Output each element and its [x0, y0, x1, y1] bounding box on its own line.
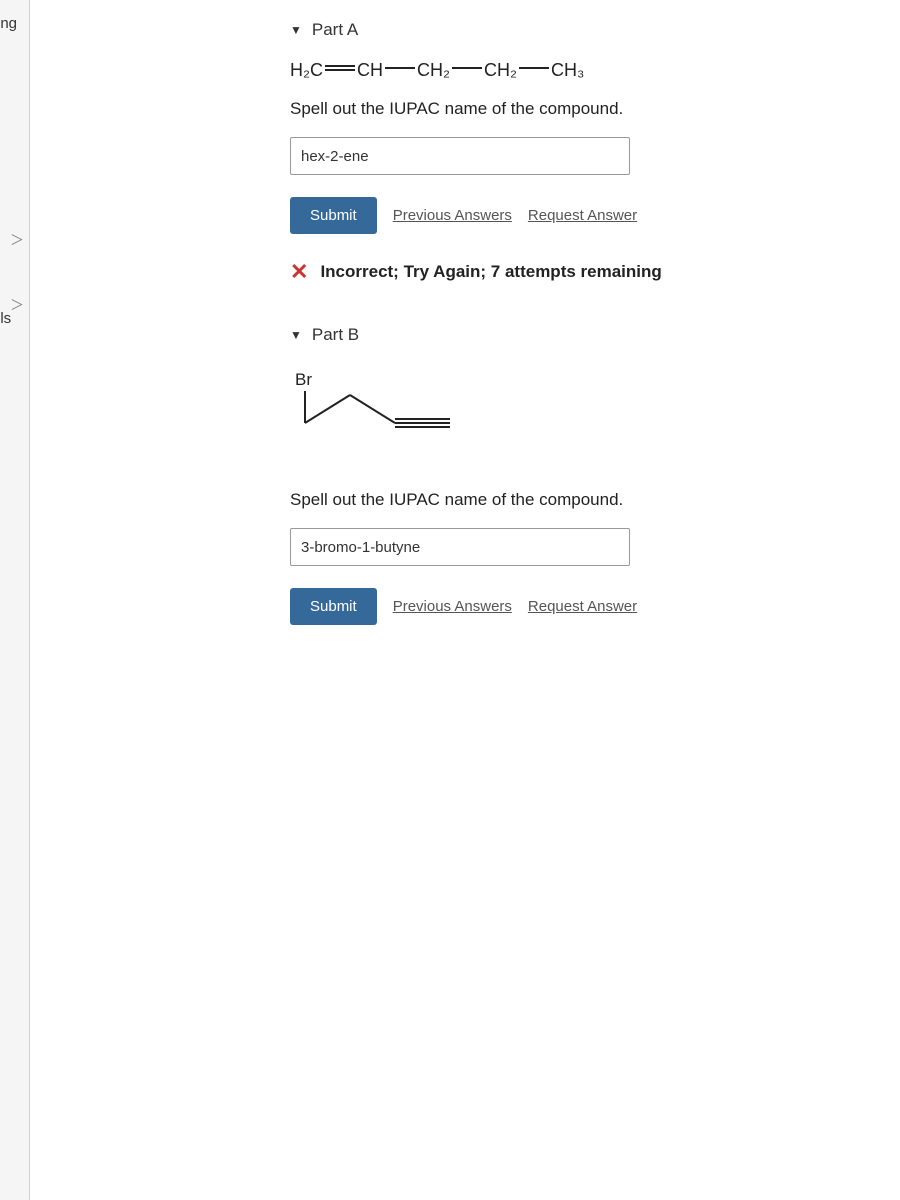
part-a-header[interactable]: ▼ Part A: [290, 20, 870, 40]
part-b-structure: Br: [295, 365, 870, 475]
sidebar-fragment: ring ＞ ＞ ols: [0, 0, 30, 1200]
formula-ch: CH: [357, 60, 383, 80]
part-a-previous-answers-link[interactable]: Previous Answers: [393, 207, 512, 224]
collapse-triangle-icon: ▼: [290, 328, 302, 342]
incorrect-x-icon: ✕: [290, 259, 308, 285]
br-label: Br: [295, 370, 312, 389]
single-bond-icon: [452, 67, 482, 69]
part-a-feedback-text: Incorrect; Try Again; 7 attempts remaini…: [320, 262, 661, 282]
main-content: ▼ Part A H₂C CH CH₂ CH₂ CH₃ Spell out the IU…: [30, 0, 900, 680]
formula-ch2b: CH₂: [484, 60, 517, 80]
part-a-prompt: Spell out the IUPAC name of the compound…: [290, 99, 870, 119]
sidebar-text-ring: ring: [0, 15, 17, 32]
double-bond-icon: [325, 63, 355, 73]
single-bond-icon: [385, 67, 415, 69]
sidebar-text-ols: ols: [0, 310, 11, 327]
part-b-button-row: Submit Previous Answers Request Answer: [290, 588, 870, 625]
part-a-title: Part A: [312, 20, 358, 40]
part-b-prompt: Spell out the IUPAC name of the compound…: [290, 490, 870, 510]
single-bond-icon: [519, 67, 549, 69]
part-a-feedback: ✕ Incorrect; Try Again; 7 attempts remai…: [290, 259, 870, 285]
part-b-title: Part B: [312, 325, 359, 345]
part-b-container: ▼ Part B Br Spell out the IUPAC name of …: [30, 325, 900, 680]
formula-h2c: H₂C: [290, 60, 323, 80]
part-b-header[interactable]: ▼ Part B: [290, 325, 870, 345]
part-a-button-row: Submit Previous Answers Request Answer: [290, 197, 870, 234]
part-b-request-answer-link[interactable]: Request Answer: [528, 598, 637, 615]
part-a-formula: H₂C CH CH₂ CH₂ CH₃: [290, 60, 870, 81]
part-a-answer-input[interactable]: [290, 137, 630, 175]
part-b-answer-input[interactable]: [290, 528, 630, 566]
part-b-previous-answers-link[interactable]: Previous Answers: [393, 598, 512, 615]
part-a-submit-button[interactable]: Submit: [290, 197, 377, 234]
part-a-request-answer-link[interactable]: Request Answer: [528, 207, 637, 224]
collapse-triangle-icon: ▼: [290, 23, 302, 37]
part-a-container: ▼ Part A H₂C CH CH₂ CH₂ CH₃ Spell out the IU…: [30, 20, 900, 325]
part-b-submit-button[interactable]: Submit: [290, 588, 377, 625]
formula-ch2a: CH₂: [417, 60, 450, 80]
chevron-right-icon[interactable]: ＞: [10, 295, 24, 315]
chevron-right-icon[interactable]: ＞: [10, 230, 24, 250]
formula-ch3: CH₃: [551, 60, 584, 80]
